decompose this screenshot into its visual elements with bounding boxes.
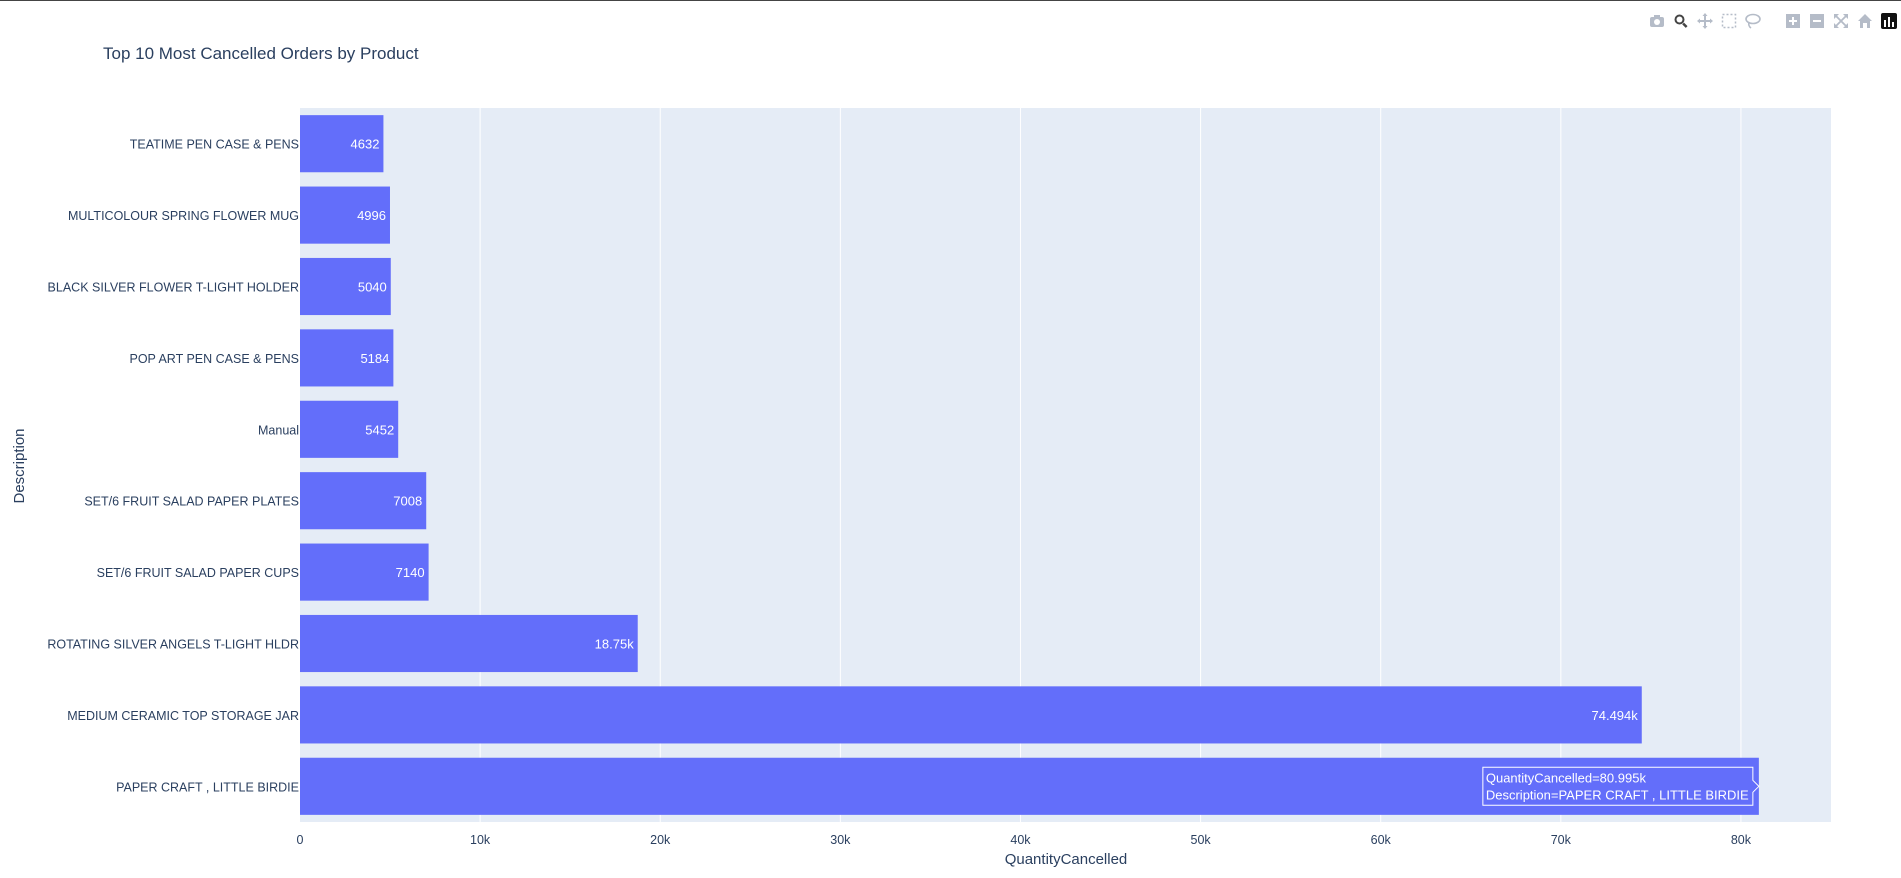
- zoom-out-icon[interactable]: [1809, 13, 1825, 29]
- bar-value-label: 74.494k: [1592, 708, 1639, 723]
- bar-value-label: 7008: [393, 494, 422, 509]
- y-tick-label: SET/6 FRUIT SALAD PAPER CUPS: [97, 566, 299, 580]
- y-tick-label: BLACK SILVER FLOWER T-LIGHT HOLDER: [48, 281, 299, 295]
- x-tick-labels: 0 10k 20k 30k 40k 50k 60k 70k 80k: [297, 833, 1752, 847]
- bar[interactable]: [300, 614, 638, 673]
- y-tick-label: PAPER CRAFT , LITTLE BIRDIE: [116, 780, 299, 794]
- y-tick-label: MEDIUM CERAMIC TOP STORAGE JAR: [67, 709, 299, 723]
- x-tick-label: 80k: [1731, 833, 1752, 847]
- x-tick-label: 40k: [1010, 833, 1031, 847]
- y-tick-label: Manual: [258, 423, 299, 437]
- chart-title: Top 10 Most Cancelled Orders by Product: [103, 44, 419, 63]
- autoscale-icon[interactable]: [1833, 13, 1849, 29]
- lasso-icon[interactable]: [1745, 13, 1761, 29]
- zoom-in-icon[interactable]: [1785, 13, 1801, 29]
- hover-tooltip: QuantityCancelled=80.995k Description=PAP…: [1482, 766, 1760, 806]
- bar-value-label: 18.75k: [595, 637, 635, 652]
- bar[interactable]: [300, 329, 394, 387]
- reset-axes-icon[interactable]: [1857, 13, 1873, 29]
- zoom-icon[interactable]: [1673, 13, 1689, 29]
- bar-value-label: 5040: [358, 280, 387, 295]
- plotly-logo-icon[interactable]: [1881, 13, 1897, 29]
- data-labels: 4632 4996 5040 5184 5452 7008 7140 18.75k 74.494…: [351, 137, 1639, 723]
- bar-value-label: 5452: [365, 422, 394, 437]
- x-tick-label: 70k: [1551, 833, 1572, 847]
- x-tick-label: 30k: [830, 833, 851, 847]
- top-border: [0, 0, 1901, 1]
- camera-icon[interactable]: [1649, 13, 1665, 29]
- y-tick-labels: TEATIME PEN CASE & PENS MULTICOLOUR SPRIN…: [47, 138, 299, 795]
- bar[interactable]: [300, 686, 1642, 744]
- x-tick-label: 60k: [1371, 833, 1392, 847]
- y-tick-label: MULTICOLOUR SPRING FLOWER MUG: [68, 209, 299, 223]
- y-tick-label: SET/6 FRUIT SALAD PAPER PLATES: [84, 495, 299, 509]
- bar-value-label: 7140: [396, 565, 425, 580]
- x-tick-label: 0: [297, 833, 304, 847]
- bar[interactable]: [300, 472, 427, 530]
- x-tick-label: 10k: [470, 833, 491, 847]
- x-tick-label: 50k: [1191, 833, 1212, 847]
- bar[interactable]: [300, 115, 384, 173]
- bar-value-label: 4996: [357, 208, 386, 223]
- bar-value-label: 4632: [351, 137, 380, 152]
- tooltip-line-value: QuantityCancelled=80.995k: [1486, 770, 1647, 785]
- bar[interactable]: [300, 186, 390, 244]
- x-axis-title: QuantityCancelled: [1005, 851, 1128, 868]
- pan-icon[interactable]: [1697, 13, 1713, 29]
- tooltip-box: [1482, 766, 1760, 806]
- bar[interactable]: [300, 543, 429, 601]
- box-select-icon[interactable]: [1721, 13, 1737, 29]
- tooltip-line-description: Description=PAPER CRAFT , LITTLE BIRDIE: [1486, 787, 1749, 802]
- modebar: [1649, 12, 1897, 30]
- bar[interactable]: [300, 400, 399, 458]
- y-tick-label: POP ART PEN CASE & PENS: [129, 352, 299, 366]
- bar-value-label: 5184: [360, 351, 389, 366]
- bar[interactable]: [300, 257, 391, 316]
- x-tick-label: 20k: [650, 833, 671, 847]
- y-tick-label: ROTATING SILVER ANGELS T-LIGHT HLDR: [47, 638, 299, 652]
- y-axis-title: Description: [11, 428, 28, 503]
- y-tick-label: TEATIME PEN CASE & PENS: [130, 138, 299, 152]
